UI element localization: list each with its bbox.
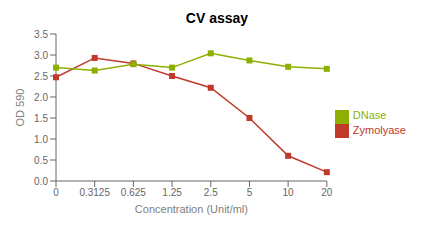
svg-text:10: 10 <box>283 187 295 198</box>
svg-text:1.5: 1.5 <box>34 113 48 124</box>
svg-text:0: 0 <box>53 187 59 198</box>
svg-text:1.25: 1.25 <box>162 187 182 198</box>
svg-text:20: 20 <box>321 187 333 198</box>
svg-text:2.5: 2.5 <box>34 71 48 82</box>
svg-text:5: 5 <box>247 187 253 198</box>
svg-text:3.5: 3.5 <box>34 29 48 40</box>
svg-text:Concentration (Unit/ml): Concentration (Unit/ml) <box>135 203 248 215</box>
html-text:Zymolyase: Zymolyase <box>352 123 406 136</box>
svg-text:2.5: 2.5 <box>204 187 218 198</box>
svg-text:0.0: 0.0 <box>34 176 48 187</box>
svg-text:3.0: 3.0 <box>34 50 48 61</box>
svg-text:0.3125: 0.3125 <box>79 187 110 198</box>
html-text:CV assay: CV assay <box>185 10 249 26</box>
svg-text:0.5: 0.5 <box>34 155 48 166</box>
svg-text:2.0: 2.0 <box>34 92 48 103</box>
html-text:DNase: DNase <box>352 109 387 122</box>
svg-text:0.625: 0.625 <box>121 187 146 198</box>
svg-text:1.0: 1.0 <box>34 134 48 145</box>
svg-text:OD 590: OD 590 <box>14 89 26 127</box>
